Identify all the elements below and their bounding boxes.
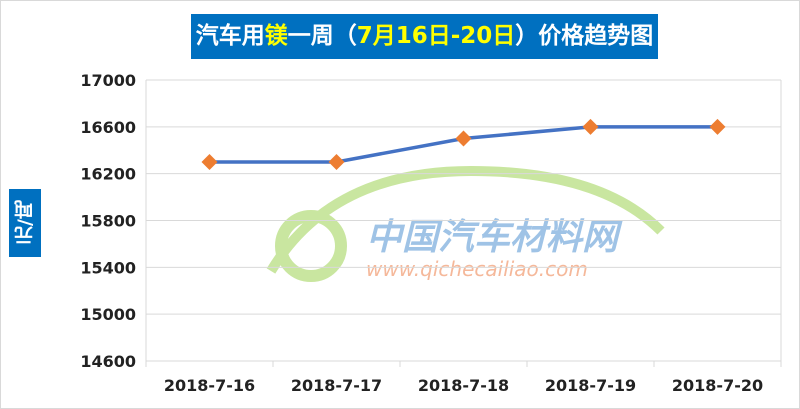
data-point (328, 153, 345, 170)
y-tick-label: 16200 (80, 165, 136, 184)
x-tick-label: 2018-7-20 (672, 376, 763, 395)
y-tick-label: 15000 (80, 305, 136, 324)
y-tick-label: 17000 (80, 71, 136, 90)
x-tick-label: 2018-7-19 (545, 376, 636, 395)
x-tick-label: 2018-7-16 (164, 376, 255, 395)
title-text: 汽车用 (195, 23, 265, 49)
y-tick-label: 14600 (80, 352, 136, 371)
watermark-name: 中国汽车材料网 (366, 217, 623, 258)
title-text: ）价格趋势图 (515, 23, 654, 49)
chart-title: 汽车用镁一周（7月16日-20日）价格趋势图 (191, 14, 658, 59)
watermark-logo-circle (275, 210, 347, 282)
title-text: 一周（ (287, 23, 357, 49)
data-point (201, 153, 218, 170)
title-date-range: 7月16日-20日 (356, 23, 516, 49)
watermark-url: www.qichecailiao.com (366, 257, 588, 281)
data-point (709, 118, 726, 135)
y-tick-label: 15400 (80, 258, 136, 277)
data-point (582, 118, 599, 135)
x-tick-label: 2018-7-17 (291, 376, 382, 395)
y-tick-label: 16600 (80, 118, 136, 137)
y-tick-label: 15800 (80, 212, 136, 231)
x-tick-label: 2018-7-18 (418, 376, 509, 395)
data-point (455, 130, 472, 147)
title-highlight: 镁 (264, 23, 288, 49)
